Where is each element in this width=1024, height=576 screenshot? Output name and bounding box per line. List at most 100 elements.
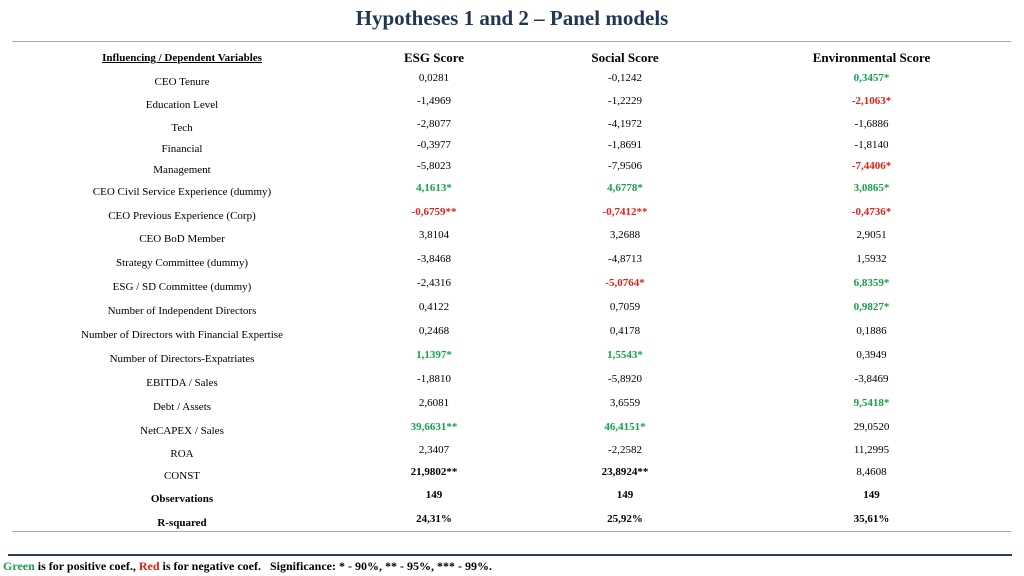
esg-value: 0,4122 [418, 301, 450, 313]
social-value: -1,2229 [608, 95, 642, 107]
table-bottom-divider [12, 531, 1011, 532]
footer-divider [8, 554, 1012, 556]
table-row: Management -5,8023 -7,9506 -7,4406* [0, 160, 1024, 180]
environmental-value: -7,4406* [851, 160, 892, 172]
social-value: 149 [616, 489, 634, 501]
esg-value: -3,8468 [417, 253, 451, 265]
table-row: Number of Directors-Expatriates 1,1397* 1,… [0, 349, 1024, 369]
legend-green-word: Green [3, 559, 35, 573]
row-label: Management [153, 164, 211, 176]
esg-value: 2,6081 [418, 397, 450, 409]
social-value: 46,4151* [604, 421, 646, 433]
row-label: Number of Directors-Expatriates [109, 353, 255, 365]
table-row: CEO BoD Member 3,8104 3,2688 2,9051 [0, 229, 1024, 249]
table-row: Observations 149 149 149 [0, 489, 1024, 509]
row-label: Education Level [145, 99, 219, 111]
esg-value: -5,8023 [417, 160, 451, 172]
table-row: Strategy Committee (dummy) -3,8468 -4,8713… [0, 253, 1024, 273]
esg-value: 2,3407 [418, 444, 450, 456]
slide-title: Hypotheses 1 and 2 – Panel models [355, 6, 669, 30]
esg-value: -0,6759** [411, 206, 457, 218]
table-row: ROA 2,3407 -2,2582 11,2995 [0, 444, 1024, 464]
environmental-value: 149 [863, 489, 880, 501]
row-label: ROA [170, 448, 194, 460]
table-row: EBITDA / Sales -1,8810 -5,8920 -3,8469 [0, 373, 1024, 393]
social-value: -2,2582 [608, 444, 642, 456]
environmental-value: -1,6886 [854, 118, 889, 130]
table-row: Financial -0,3977 -1,8691 -1,8140 [0, 139, 1024, 159]
significance-note: Significance: * - 90%, ** - 95%, *** - 9… [269, 559, 492, 573]
social-value: -0,7412** [602, 206, 648, 218]
esg-value: 1,1397* [416, 349, 452, 361]
header-environmental-score: Environmental Score [812, 50, 931, 65]
environmental-value: 0,3457* [853, 72, 890, 84]
row-label: CEO Civil Service Experience (dummy) [92, 186, 272, 198]
header-variables: Influencing / Dependent Variables [102, 52, 262, 64]
row-label: EBITDA / Sales [146, 377, 218, 389]
social-value: 0,4178 [609, 325, 641, 337]
table-row: NetCAPEX / Sales 39,6631** 46,4151* 29,0520 [0, 421, 1024, 441]
esg-value: -1,8810 [417, 373, 451, 385]
environmental-value: 1,5932 [856, 253, 887, 265]
social-value: 25,92% [607, 513, 643, 525]
esg-value: 24,31% [416, 513, 452, 525]
environmental-value: 9,5418* [853, 397, 890, 409]
esg-value: 4,1613* [416, 182, 452, 194]
row-label: Strategy Committee (dummy) [116, 257, 248, 269]
social-value: 0,7059 [609, 301, 641, 313]
row-label: R-squared [157, 517, 207, 529]
esg-value: 3,8104 [418, 229, 450, 241]
legend-red-word: Red [138, 559, 160, 573]
social-value: -4,8713 [608, 253, 642, 265]
row-label: CEO BoD Member [139, 233, 225, 245]
row-label: NetCAPEX / Sales [140, 425, 224, 437]
row-label: Financial [161, 143, 203, 155]
social-value: -4,1972 [608, 118, 642, 130]
social-value: -1,8691 [608, 139, 642, 151]
environmental-value: 11,2995 [853, 444, 890, 456]
environmental-value: 2,9051 [856, 229, 887, 241]
table-row: ESG / SD Committee (dummy) -2,4316 -5,0764… [0, 277, 1024, 297]
row-label: CEO Tenure [154, 76, 210, 88]
social-value: -5,8920 [608, 373, 642, 385]
row-label: Observations [150, 493, 214, 505]
social-value: 3,2688 [609, 229, 641, 241]
esg-value: 149 [425, 489, 443, 501]
esg-value: 21,9802** [410, 466, 458, 478]
environmental-value: 8,4608 [856, 466, 887, 478]
row-label: Number of Directors with Financial Exper… [81, 329, 283, 341]
table-row: Number of Independent Directors 0,4122 0,7… [0, 301, 1024, 321]
top-divider [12, 41, 1011, 42]
environmental-value: 6,8359* [853, 277, 890, 289]
esg-value: 39,6631** [410, 421, 458, 433]
table-header: Influencing / Dependent Variables ESG Sc… [0, 50, 1024, 68]
social-value: 1,5543* [607, 349, 643, 361]
table-row: R-squared 24,31% 25,92% 35,61% [0, 513, 1024, 533]
header-social-score: Social Score [591, 50, 659, 65]
row-label: Number of Independent Directors [107, 305, 257, 317]
esg-value: 0,0281 [418, 72, 450, 84]
table-row: CEO Tenure 0,0281 -0,1242 0,3457* [0, 72, 1024, 92]
table-row: CEO Previous Experience (Corp) -0,6759** -… [0, 206, 1024, 226]
esg-value: -2,4316 [417, 277, 451, 289]
row-label: ESG / SD Committee (dummy) [112, 281, 252, 293]
esg-value: -1,4969 [417, 95, 451, 107]
environmental-value: 0,3949 [856, 349, 887, 361]
row-label: CEO Previous Experience (Corp) [108, 210, 256, 222]
environmental-value: 35,61% [853, 513, 890, 525]
table-row: Debt / Assets 2,6081 3,6559 9,5418* [0, 397, 1024, 417]
environmental-value: -0,4736* [851, 206, 892, 218]
environmental-value: 0,9827* [853, 301, 890, 313]
table-row: CONST 21,9802** 23,8924** 8,4608 [0, 466, 1024, 486]
social-value: 23,8924** [601, 466, 649, 478]
header-esg-score: ESG Score [403, 50, 465, 65]
environmental-value: 29,0520 [853, 421, 890, 433]
legend-green-text: is for positive coef., [34, 559, 139, 573]
row-label: Debt / Assets [152, 401, 212, 413]
environmental-value: 3,0865* [853, 182, 890, 194]
social-value: -0,1242 [608, 72, 642, 84]
social-value: -7,9506 [608, 160, 642, 172]
row-label: Tech [171, 122, 193, 134]
environmental-value: -2,1063* [851, 95, 892, 107]
table-row: Number of Directors with Financial Exper… [0, 325, 1024, 345]
